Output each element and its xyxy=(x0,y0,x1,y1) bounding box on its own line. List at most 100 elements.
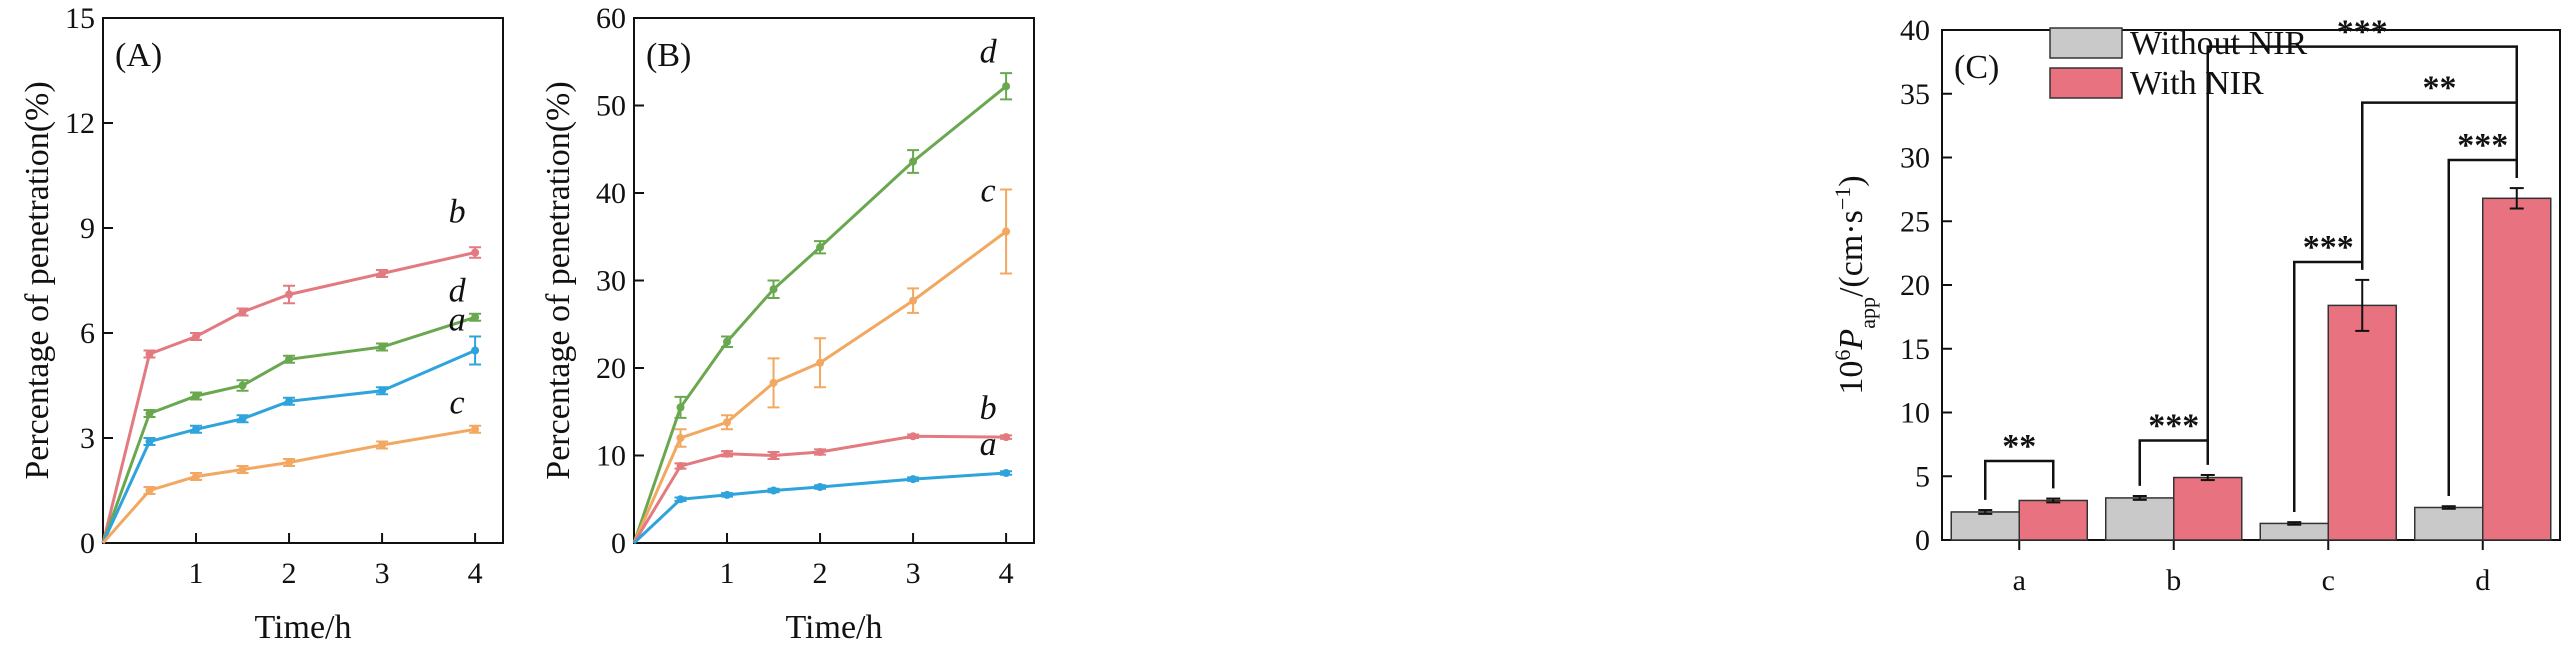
x-tick-label: c xyxy=(2322,564,2335,597)
data-point xyxy=(192,425,201,434)
bar xyxy=(2173,476,2243,541)
data-point xyxy=(285,290,294,299)
data-point xyxy=(676,434,685,442)
data-point xyxy=(238,465,247,474)
series-label: d xyxy=(449,272,467,309)
y-tick-label: 12 xyxy=(65,107,95,140)
data-point xyxy=(238,308,247,316)
significance-label: *** xyxy=(2457,127,2508,164)
data-point xyxy=(145,409,154,418)
data-point xyxy=(909,432,918,441)
series-b: b xyxy=(101,194,482,544)
legend-entry: Without NIR xyxy=(2049,25,2307,62)
y-axis-title-part: 6 xyxy=(1830,350,1855,361)
data-point xyxy=(378,269,387,278)
data-point xyxy=(192,332,201,341)
series-label: a xyxy=(449,302,466,339)
series-line xyxy=(632,85,1008,544)
bar-series-1 xyxy=(2018,187,2552,541)
series-d: d xyxy=(632,33,1013,544)
bar-series-0 xyxy=(1950,495,2484,541)
x-axis-title: Time/h xyxy=(785,609,882,646)
data-point xyxy=(816,243,825,252)
bar xyxy=(1950,511,2020,541)
bar xyxy=(2105,497,2175,541)
panel-label: (B) xyxy=(646,37,691,74)
y-tick-label: 20 xyxy=(1900,269,1930,302)
x-tick-label: d xyxy=(2475,564,2490,597)
y-tick-label: 15 xyxy=(1900,333,1930,366)
series-d: d xyxy=(101,272,482,544)
x-axis-title: Time/h xyxy=(254,609,351,646)
significance-label: *** xyxy=(2148,408,2199,445)
significance-label: *** xyxy=(2337,14,2388,51)
significance-label: ** xyxy=(2423,70,2457,107)
significance-bracket: *** xyxy=(2138,408,2209,486)
y-tick-label: 40 xyxy=(1900,14,1930,47)
data-point xyxy=(285,458,294,467)
data-point xyxy=(723,490,732,499)
bar xyxy=(2259,522,2329,541)
data-point xyxy=(909,157,918,166)
y-axis-title-part: P xyxy=(1833,329,1870,351)
data-point xyxy=(238,414,247,423)
series-line xyxy=(101,427,476,544)
y-axis-title-part: ) xyxy=(1833,175,1870,186)
series-label: a xyxy=(980,426,997,463)
x-tick-label: 1 xyxy=(720,557,735,590)
data-point xyxy=(285,355,294,364)
y-axis-title-part: app xyxy=(1855,297,1880,329)
bar xyxy=(2018,499,2088,541)
y-tick-label: 0 xyxy=(611,527,626,560)
panel-label: (A) xyxy=(115,37,162,74)
y-tick-label: 15 xyxy=(65,2,95,35)
y-tick-label: 6 xyxy=(80,317,95,350)
data-point xyxy=(145,486,154,495)
x-tick-label: b xyxy=(2166,564,2181,597)
data-point xyxy=(1002,227,1011,236)
data-point xyxy=(192,392,201,400)
data-point xyxy=(676,462,685,470)
data-point xyxy=(1002,433,1011,442)
legend-swatch xyxy=(2049,27,2123,59)
bar xyxy=(2327,304,2397,541)
data-point xyxy=(816,358,825,367)
significance-label: ** xyxy=(2002,428,2036,465)
x-tick-label: 3 xyxy=(375,557,390,590)
x-tick-label: 1 xyxy=(189,557,204,590)
y-tick-label: 0 xyxy=(80,527,95,560)
data-point xyxy=(723,337,732,346)
series-c: c xyxy=(632,173,1013,544)
series-label: b xyxy=(980,390,997,427)
data-point xyxy=(145,437,154,446)
y-tick-label: 5 xyxy=(1915,460,1930,493)
bracket-line xyxy=(2206,45,2518,465)
y-axis-title-part: −1 xyxy=(1830,187,1855,210)
y-axis-title-part: /(cm·s xyxy=(1833,210,1870,297)
data-point xyxy=(192,472,201,481)
significance-label: *** xyxy=(2303,229,2354,266)
significance-bracket: ** xyxy=(1984,428,2055,500)
data-point xyxy=(1002,82,1011,91)
x-tick-label: 4 xyxy=(468,557,483,590)
y-tick-label: 25 xyxy=(1900,205,1930,238)
data-point xyxy=(378,441,387,449)
bracket-line xyxy=(1984,459,2055,500)
data-point xyxy=(723,418,732,427)
data-point xyxy=(145,350,154,358)
panel-label: (C) xyxy=(1954,49,1999,86)
data-point xyxy=(378,343,387,351)
significance-bracket: *** xyxy=(2206,14,2518,465)
data-point xyxy=(909,296,918,305)
data-point xyxy=(769,486,778,495)
y-axis-title: Percentage of penetration(%) xyxy=(19,81,56,479)
legend-swatch xyxy=(2049,67,2123,99)
series-a: a xyxy=(101,302,482,544)
x-tick-label: a xyxy=(2013,564,2026,597)
y-tick-label: 0 xyxy=(1915,524,1930,557)
legend-label: With NIR xyxy=(2130,65,2264,102)
y-tick-label: 40 xyxy=(596,177,626,210)
panel-b: 0 10 20 30 40 50 60 1 2 3 4 Time/h Percentage of pen… xyxy=(540,2,1035,646)
y-axis-title: Percentage of penetration(%) xyxy=(540,81,577,479)
data-point xyxy=(471,346,480,355)
